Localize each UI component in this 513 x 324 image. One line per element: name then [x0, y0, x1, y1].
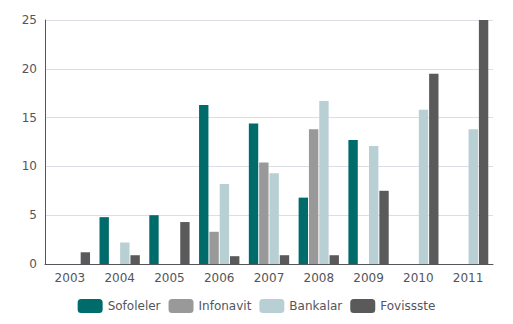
svg-text:Infonavit: Infonavit	[199, 299, 252, 313]
svg-text:2008: 2008	[304, 271, 335, 285]
svg-text:10: 10	[22, 159, 37, 173]
svg-text:25: 25	[22, 13, 37, 27]
svg-text:2009: 2009	[353, 271, 384, 285]
svg-text:2003: 2003	[55, 271, 86, 285]
svg-text:2011: 2011	[453, 271, 484, 285]
svg-text:20: 20	[22, 62, 37, 76]
svg-text:Fovissste: Fovissste	[380, 299, 435, 313]
svg-text:15: 15	[22, 111, 37, 125]
svg-text:2006: 2006	[204, 271, 235, 285]
svg-text:2007: 2007	[254, 271, 285, 285]
svg-text:2005: 2005	[154, 271, 185, 285]
svg-text:5: 5	[29, 208, 37, 222]
svg-text:0: 0	[29, 257, 37, 271]
svg-text:Bankalar: Bankalar	[289, 299, 342, 313]
svg-text:Sofoleler: Sofoleler	[108, 299, 161, 313]
svg-text:2010: 2010	[403, 271, 434, 285]
svg-text:2004: 2004	[104, 271, 135, 285]
